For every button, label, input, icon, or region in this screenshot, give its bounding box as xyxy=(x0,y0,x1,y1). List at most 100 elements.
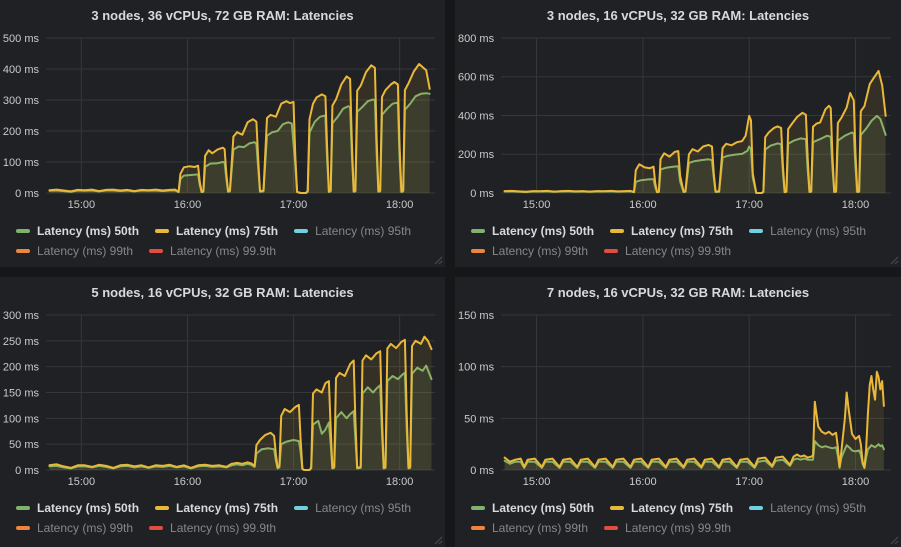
legend-label: Latency (ms) 75th xyxy=(631,224,734,238)
x-tick-label: 15:00 xyxy=(68,199,96,211)
y-tick-label: 150 ms xyxy=(3,388,40,400)
panel-title-text: 3 nodes, 16 vCPUs, 32 GB RAM: Latencies xyxy=(546,7,810,23)
series-fill xyxy=(49,93,430,193)
legend-row: Latency (ms) 50th Latency (ms) 75th Latenc… xyxy=(16,221,445,241)
latency-chart[interactable]: 15:00 16:00 17:00 18:00 0 ms 50 ms 100 ms 150 m… xyxy=(0,307,445,492)
series-color-icon xyxy=(471,229,485,233)
y-tick-label: 300 ms xyxy=(3,95,40,107)
legend-item[interactable]: Latency (ms) 75th xyxy=(610,498,733,518)
x-tick-label: 15:00 xyxy=(523,476,551,488)
series-color-icon xyxy=(471,249,485,253)
legend-item[interactable]: Latency (ms) 99.9th xyxy=(604,241,731,261)
latency-chart[interactable]: 15:00 16:00 17:00 18:00 0 ms 100 ms 200 ms 300 … xyxy=(0,30,445,215)
y-tick-label: 500 ms xyxy=(3,33,40,45)
latency-panel-1: 3 nodes, 36 vCPUs, 72 GB RAM: Latencies … xyxy=(0,0,445,267)
series-color-icon xyxy=(471,526,485,530)
y-tick-label: 100 ms xyxy=(3,413,40,425)
legend: Latency (ms) 50th Latency (ms) 75th Latenc… xyxy=(0,215,445,261)
legend-item[interactable]: Latency (ms) 50th xyxy=(471,498,594,518)
legend-item[interactable]: Latency (ms) 99.9th xyxy=(604,518,731,538)
latency-chart[interactable]: 15:00 16:00 17:00 18:00 0 ms 50 ms 100 ms 150 m… xyxy=(455,307,901,492)
legend-label: Latency (ms) 99.9th xyxy=(625,521,732,535)
legend: Latency (ms) 50th Latency (ms) 75th Latenc… xyxy=(0,492,445,538)
y-tick-label: 200 ms xyxy=(3,362,40,374)
y-tick-label: 0 ms xyxy=(15,188,39,200)
legend-label: Latency (ms) 50th xyxy=(37,501,140,515)
legend-row: Latency (ms) 99th Latency (ms) 99.9th xyxy=(16,241,445,261)
panel-resize-handle[interactable] xyxy=(890,256,899,265)
legend-label: Latency (ms) 50th xyxy=(37,224,140,238)
y-tick-label: 50 ms xyxy=(464,413,494,425)
x-tick-label: 15:00 xyxy=(523,199,551,211)
y-tick-label: 300 ms xyxy=(3,310,40,322)
grid: 15:00 16:00 17:00 18:00 0 ms 200 ms 400 ms 600 … xyxy=(458,33,891,211)
y-tick-label: 0 ms xyxy=(15,465,39,477)
y-tick-label: 150 ms xyxy=(458,310,495,322)
panel-title-text: 5 nodes, 16 vCPUs, 32 GB RAM: Latencies xyxy=(91,284,354,300)
panel-resize-handle[interactable] xyxy=(434,256,443,265)
series-color-icon xyxy=(16,229,30,233)
legend-item[interactable]: Latency (ms) 95th xyxy=(749,221,866,241)
series-line xyxy=(503,370,885,469)
x-tick-label: 16:00 xyxy=(629,476,657,488)
x-tick-label: 17:00 xyxy=(280,476,308,488)
x-tick-label: 18:00 xyxy=(842,476,870,488)
y-tick-label: 600 ms xyxy=(458,72,495,84)
series-color-icon xyxy=(294,229,309,233)
legend-item[interactable]: Latency (ms) 95th xyxy=(749,498,866,518)
series-color-icon xyxy=(604,526,619,530)
legend-label: Latency (ms) 75th xyxy=(176,224,279,238)
legend-item[interactable]: Latency (ms) 75th xyxy=(155,221,278,241)
panel-resize-handle[interactable] xyxy=(434,536,443,545)
latency-panel-4: 7 nodes, 16 vCPUs, 32 GB RAM: Latencies … xyxy=(455,277,901,547)
legend-item[interactable]: Latency (ms) 99.9th xyxy=(149,518,276,538)
series-color-icon xyxy=(749,506,764,510)
panel-title[interactable]: 7 nodes, 16 vCPUs, 32 GB RAM: Latencies xyxy=(455,277,901,307)
panel-resize-handle[interactable] xyxy=(890,536,899,545)
legend-item[interactable]: Latency (ms) 99.9th xyxy=(149,241,276,261)
x-tick-label: 18:00 xyxy=(842,199,870,211)
legend-label: Latency (ms) 99th xyxy=(37,521,134,535)
series-fill xyxy=(504,70,886,193)
legend-item[interactable]: Latency (ms) 75th xyxy=(610,221,733,241)
panel-title-text: 7 nodes, 16 vCPUs, 32 GB RAM: Latencies xyxy=(546,284,810,300)
legend-row: Latency (ms) 50th Latency (ms) 75th Latenc… xyxy=(471,498,901,518)
series-line xyxy=(48,63,431,194)
y-tick-label: 400 ms xyxy=(458,111,495,123)
latency-chart[interactable]: 15:00 16:00 17:00 18:00 0 ms 200 ms 400 ms 600 … xyxy=(455,30,901,215)
series-color-icon xyxy=(471,506,485,510)
x-tick-label: 17:00 xyxy=(735,199,763,211)
panel-title[interactable]: 3 nodes, 36 vCPUs, 72 GB RAM: Latencies xyxy=(0,0,445,30)
series-line xyxy=(48,335,433,471)
legend-item[interactable]: Latency (ms) 99th xyxy=(471,241,588,261)
legend-label: Latency (ms) 50th xyxy=(492,224,595,238)
panel-title-text: 3 nodes, 36 vCPUs, 72 GB RAM: Latencies xyxy=(91,7,354,23)
latency-panel-2: 3 nodes, 16 vCPUs, 32 GB RAM: Latencies … xyxy=(455,0,901,267)
legend-item[interactable]: Latency (ms) 50th xyxy=(16,498,139,518)
series-fill xyxy=(49,64,430,193)
x-tick-label: 18:00 xyxy=(386,476,414,488)
legend-label: Latency (ms) 99th xyxy=(37,244,134,258)
legend-item[interactable]: Latency (ms) 99th xyxy=(16,518,133,538)
legend-item[interactable]: Latency (ms) 50th xyxy=(16,221,139,241)
x-tick-label: 18:00 xyxy=(386,199,414,211)
series-color-icon xyxy=(610,229,625,233)
panel-title[interactable]: 5 nodes, 16 vCPUs, 32 GB RAM: Latencies xyxy=(0,277,445,307)
legend-label: Latency (ms) 99.9th xyxy=(625,244,732,258)
legend-row: Latency (ms) 99th Latency (ms) 99.9th xyxy=(471,241,901,261)
latency-panel-3: 5 nodes, 16 vCPUs, 32 GB RAM: Latencies … xyxy=(0,277,445,547)
legend-item[interactable]: Latency (ms) 99th xyxy=(471,518,588,538)
panel-title[interactable]: 3 nodes, 16 vCPUs, 32 GB RAM: Latencies xyxy=(455,0,901,30)
legend-item[interactable]: Latency (ms) 75th xyxy=(155,498,278,518)
legend-item[interactable]: Latency (ms) 50th xyxy=(471,221,594,241)
legend-item[interactable]: Latency (ms) 99th xyxy=(16,241,133,261)
legend-item[interactable]: Latency (ms) 95th xyxy=(294,221,411,241)
x-tick-label: 17:00 xyxy=(280,199,308,211)
series-color-icon xyxy=(155,229,170,233)
legend-row: Latency (ms) 50th Latency (ms) 75th Latenc… xyxy=(471,221,901,241)
legend-label: Latency (ms) 95th xyxy=(770,224,867,238)
legend-label: Latency (ms) 75th xyxy=(631,501,734,515)
legend-label: Latency (ms) 99.9th xyxy=(170,521,277,535)
legend-item[interactable]: Latency (ms) 95th xyxy=(294,498,411,518)
